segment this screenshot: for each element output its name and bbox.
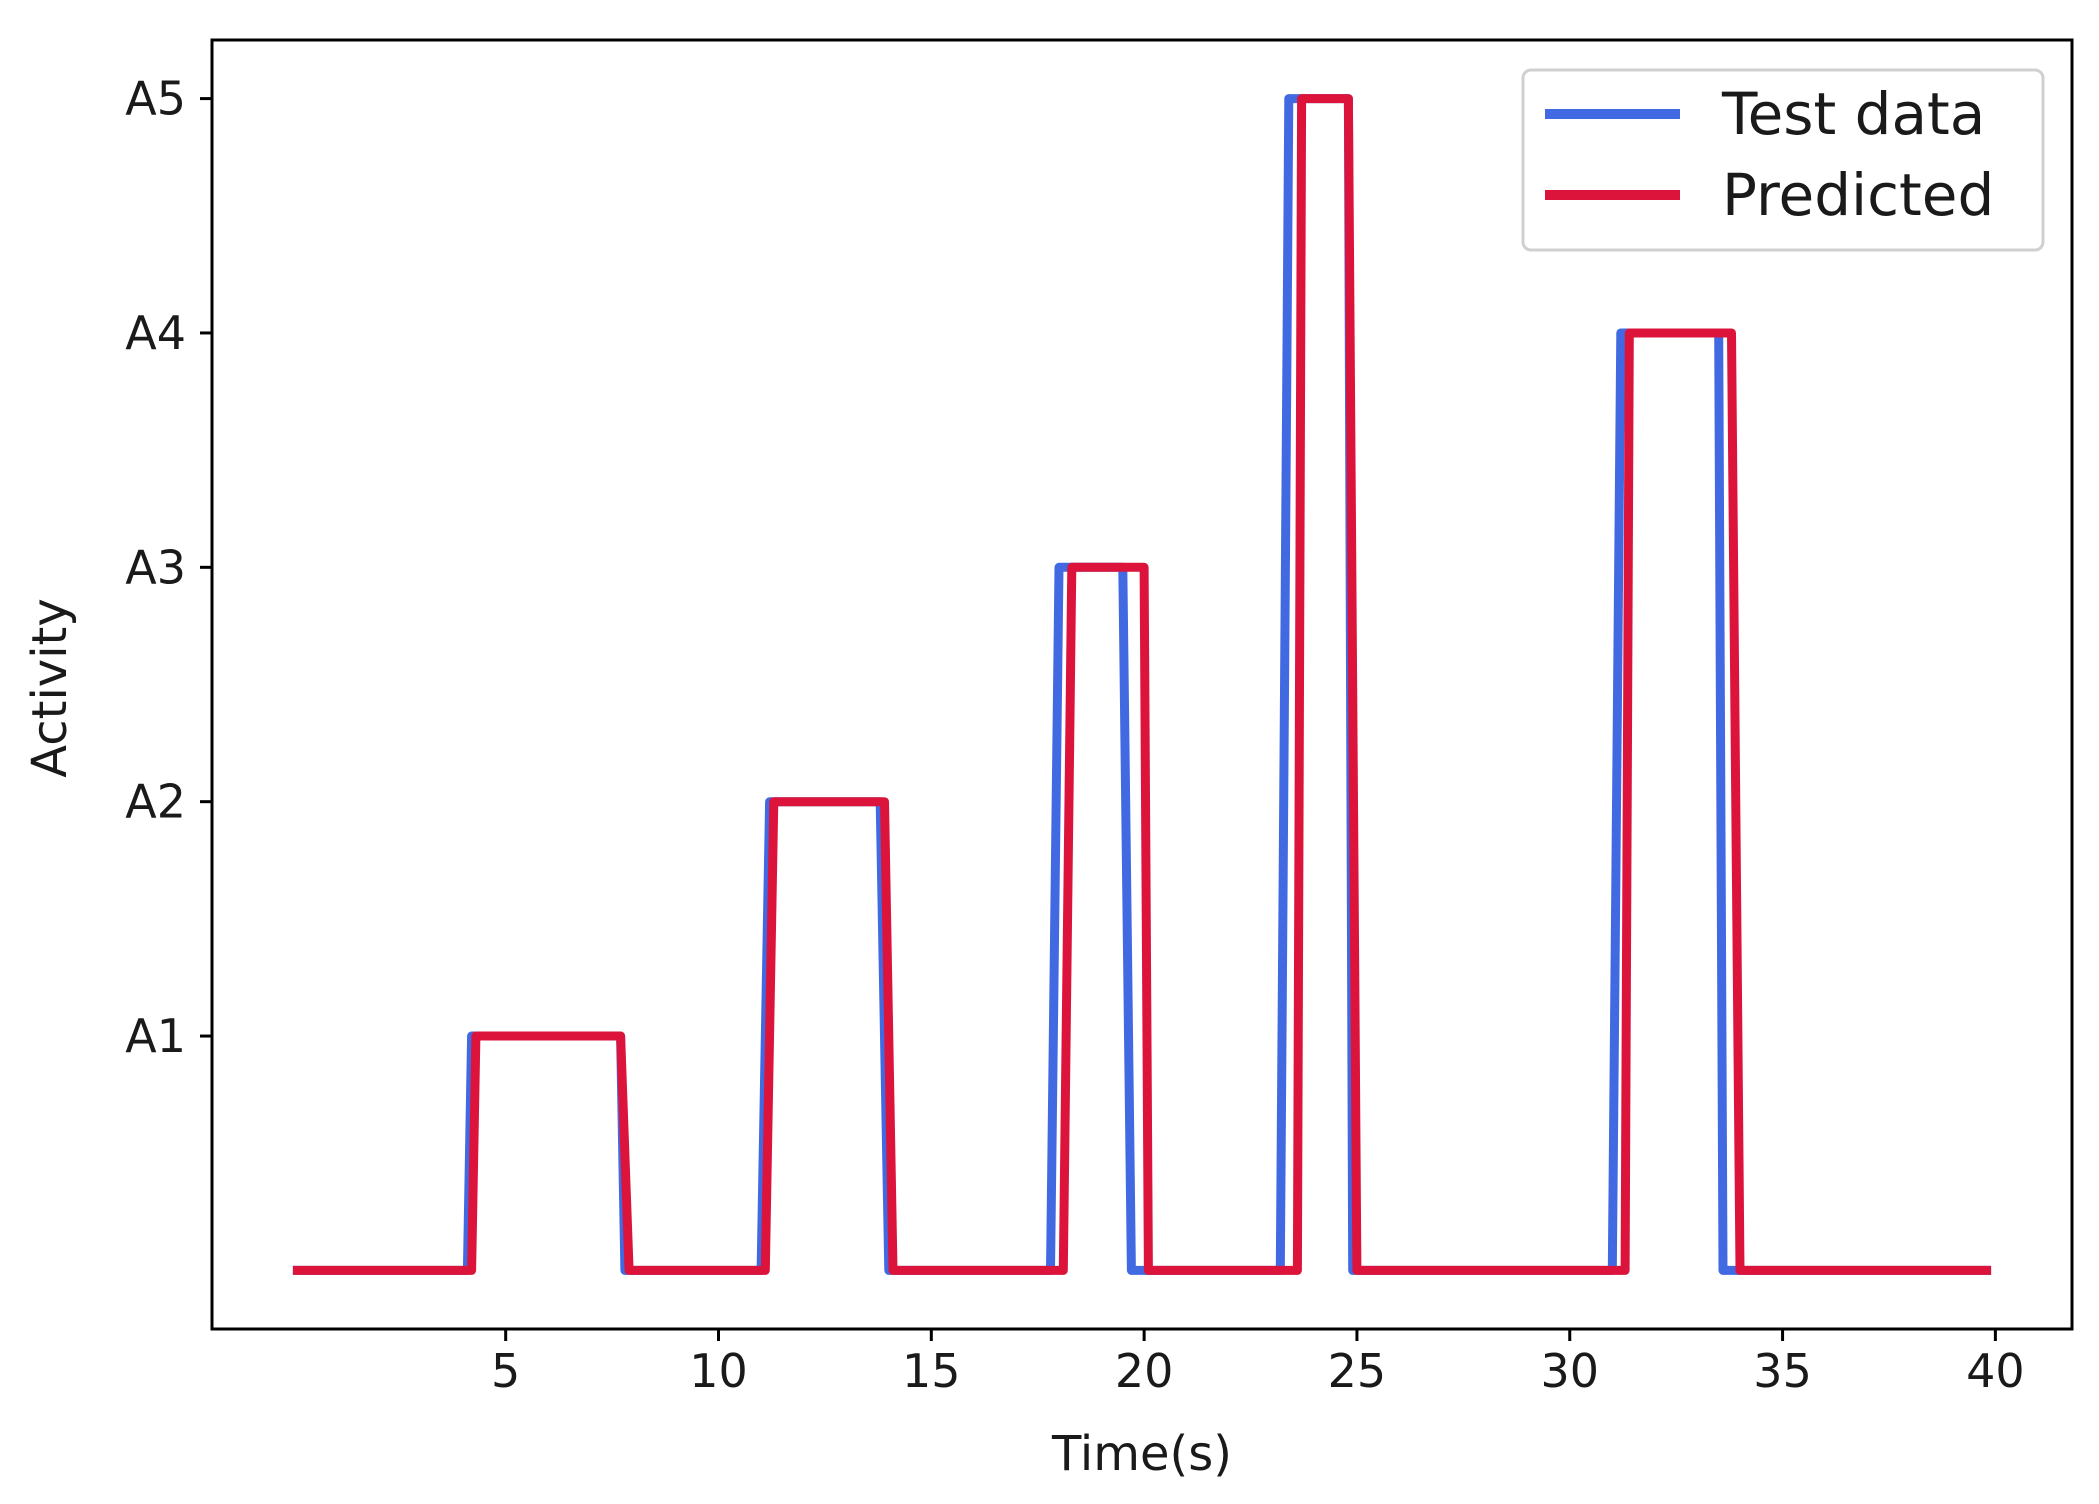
legend-label-predicted: Predicted	[1722, 161, 1994, 229]
legend: Test data Predicted	[1521, 68, 2045, 252]
x-tick-label: 10	[689, 1344, 748, 1398]
legend-label-test-data: Test data	[1721, 80, 1985, 148]
y-tick-label: A5	[125, 72, 186, 126]
y-axis-label: Activity	[22, 598, 78, 778]
plot-frame	[210, 38, 2074, 1331]
y-tick-label: A1	[125, 1009, 186, 1063]
x-tick-label: 35	[1753, 1344, 1812, 1398]
x-tick-label: 20	[1115, 1344, 1174, 1398]
x-tick-label: 25	[1328, 1344, 1387, 1398]
ticks-layer: 5 10 15 20 25 30 35 40 A1 A2 A3 A4 A5	[125, 72, 2024, 1398]
series-layer	[292, 94, 1992, 1275]
y-tick-label: A4	[125, 306, 186, 360]
series-line-predicted	[292, 94, 1992, 1275]
x-tick-label: 30	[1540, 1344, 1599, 1398]
x-tick-label: 5	[491, 1344, 520, 1398]
x-tick-label: 40	[1966, 1344, 2025, 1398]
y-tick-label: A2	[125, 775, 186, 829]
y-tick-label: A3	[125, 540, 186, 594]
x-tick-label: 15	[902, 1344, 961, 1398]
x-axis-label: Time(s)	[1051, 1426, 1232, 1482]
